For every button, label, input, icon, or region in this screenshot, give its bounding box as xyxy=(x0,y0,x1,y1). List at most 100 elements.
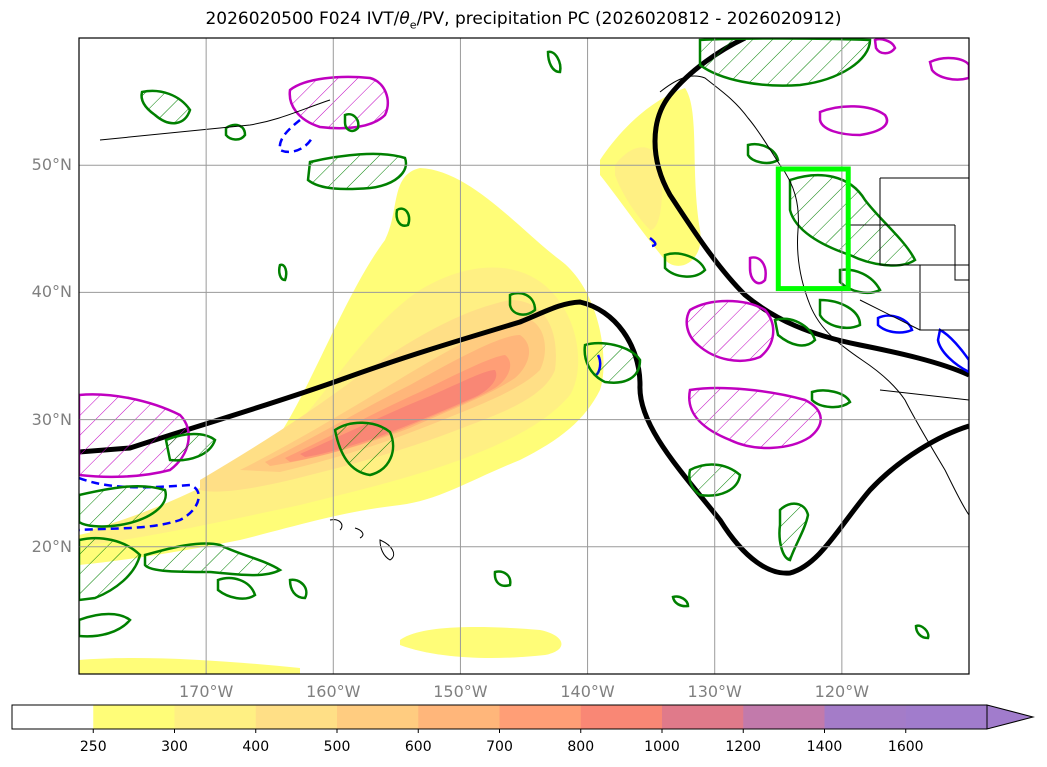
lat-tick-label: 30°N xyxy=(31,409,72,429)
target-region-box xyxy=(775,166,851,292)
lat-tick-label: 40°N xyxy=(31,282,72,302)
precip-23 xyxy=(216,576,257,600)
lat-tick-label: 50°N xyxy=(31,155,72,175)
precip-13 xyxy=(224,123,247,141)
title-suffix: /PV, precipitation PC (2026020812 - 2026… xyxy=(416,9,842,29)
precip-contours xyxy=(79,38,930,640)
precip-18 xyxy=(663,252,707,278)
pv-contours xyxy=(79,38,969,576)
theta-neg-2 xyxy=(79,476,200,532)
precip-22 xyxy=(493,570,512,587)
coastlines xyxy=(99,75,969,561)
precip-28 xyxy=(277,263,288,282)
lon-tick-label: 130°W xyxy=(687,682,742,701)
lon-tick-label: 150°W xyxy=(433,682,488,701)
precip-10 xyxy=(143,542,283,577)
precip-1 xyxy=(140,89,192,125)
theta-pos-1 xyxy=(288,75,389,130)
colorbar-tick-label: 300 xyxy=(161,739,188,755)
colorbar-swatch xyxy=(174,705,257,729)
precip-21 xyxy=(810,389,852,409)
precip-17 xyxy=(546,50,562,74)
ivt-level-250-sw xyxy=(79,657,300,674)
title-theta: θ xyxy=(399,9,410,29)
colorbar-tick-label: 800 xyxy=(567,739,595,755)
ivt-level-300-north xyxy=(615,147,662,230)
precip-19 xyxy=(773,317,817,347)
colorbar-swatch xyxy=(662,705,744,729)
precip-12 xyxy=(778,502,810,562)
coastline-alaska xyxy=(99,99,331,141)
ivt-level-250 xyxy=(79,168,604,565)
colorbar-swatch xyxy=(824,705,907,729)
chart-title: 2026020500 F024 IVT/θe/PV, precipitation… xyxy=(0,9,1047,31)
lon-tick-label: 170°W xyxy=(178,682,234,701)
precip-26 xyxy=(914,624,930,640)
precip-4 xyxy=(788,173,917,267)
precip-24 xyxy=(79,612,132,638)
ivt-level-250-south xyxy=(400,627,562,658)
colorbar-tick-label: 400 xyxy=(242,739,270,755)
precip-25 xyxy=(288,578,308,600)
lat-tick-label: 20°N xyxy=(31,536,72,556)
precip-15 xyxy=(395,207,411,227)
precip-2 xyxy=(306,152,408,191)
title-theta-sub: e xyxy=(409,18,417,32)
precip-14 xyxy=(343,113,360,133)
theta-neg-3 xyxy=(876,314,914,334)
colorbar-tick-label: 1000 xyxy=(644,739,680,755)
coastline-hawaii xyxy=(329,519,395,561)
colorbar-swatch xyxy=(12,705,94,729)
triangle-arrow-icon xyxy=(986,704,1035,730)
precip-20 xyxy=(818,298,862,330)
theta-neg-6 xyxy=(649,237,657,248)
theta-pos-4 xyxy=(79,393,190,479)
title-prefix: 2026020500 F024 IVT/ xyxy=(205,9,400,29)
theta-pos-7 xyxy=(873,38,897,55)
theta-pos-5 xyxy=(818,105,889,137)
lon-tick-label: 140°W xyxy=(560,682,615,701)
precip-7 xyxy=(164,432,217,462)
ivt-filled-contours xyxy=(79,88,701,674)
colorbar xyxy=(11,704,1035,733)
map-frame xyxy=(78,37,970,675)
precip-9 xyxy=(79,536,142,602)
state-borders xyxy=(850,178,969,401)
colorbar-tick-label: 1400 xyxy=(806,739,843,755)
lon-tick-label: 120°W xyxy=(814,682,870,701)
colorbar-swatch xyxy=(93,705,175,729)
colorbar-swatch xyxy=(743,705,825,729)
precip-5 xyxy=(583,341,642,384)
coastline-north-america xyxy=(659,75,969,516)
theta-pos-3 xyxy=(687,386,822,450)
colorbar-tick-label: 1600 xyxy=(887,739,924,755)
colorbar-swatch xyxy=(255,705,338,729)
gridlines xyxy=(79,38,969,674)
map-layers xyxy=(79,38,969,674)
colorbar-swatch xyxy=(418,705,500,729)
colorbar-tick-label: 250 xyxy=(79,739,107,755)
theta-neg-1 xyxy=(278,119,314,154)
colorbar-swatch xyxy=(337,705,419,729)
precip-16 xyxy=(508,291,537,316)
precip-27 xyxy=(671,595,690,608)
colorbar-swatch xyxy=(499,705,582,729)
theta-contours xyxy=(79,38,969,532)
colorbar-swatch xyxy=(905,705,988,729)
colorbar-tick-label: 500 xyxy=(323,739,351,755)
lon-tick-label: 160°W xyxy=(306,682,361,701)
colorbar-tick-label: 1200 xyxy=(725,739,762,755)
colorbar-tick-label: 700 xyxy=(486,739,513,755)
colorbar-swatch xyxy=(580,705,663,729)
precip-3 xyxy=(698,38,872,87)
theta-pos-8 xyxy=(748,256,767,285)
precip-6 xyxy=(333,421,395,477)
theta-neg-4 xyxy=(936,328,969,374)
theta-pos-6 xyxy=(928,56,969,81)
colorbar-tick-label: 600 xyxy=(404,739,432,755)
precip-8 xyxy=(79,484,167,528)
precip-30 xyxy=(746,143,780,165)
theta-pos-2 xyxy=(685,299,775,363)
pv-contour-main xyxy=(79,299,969,576)
